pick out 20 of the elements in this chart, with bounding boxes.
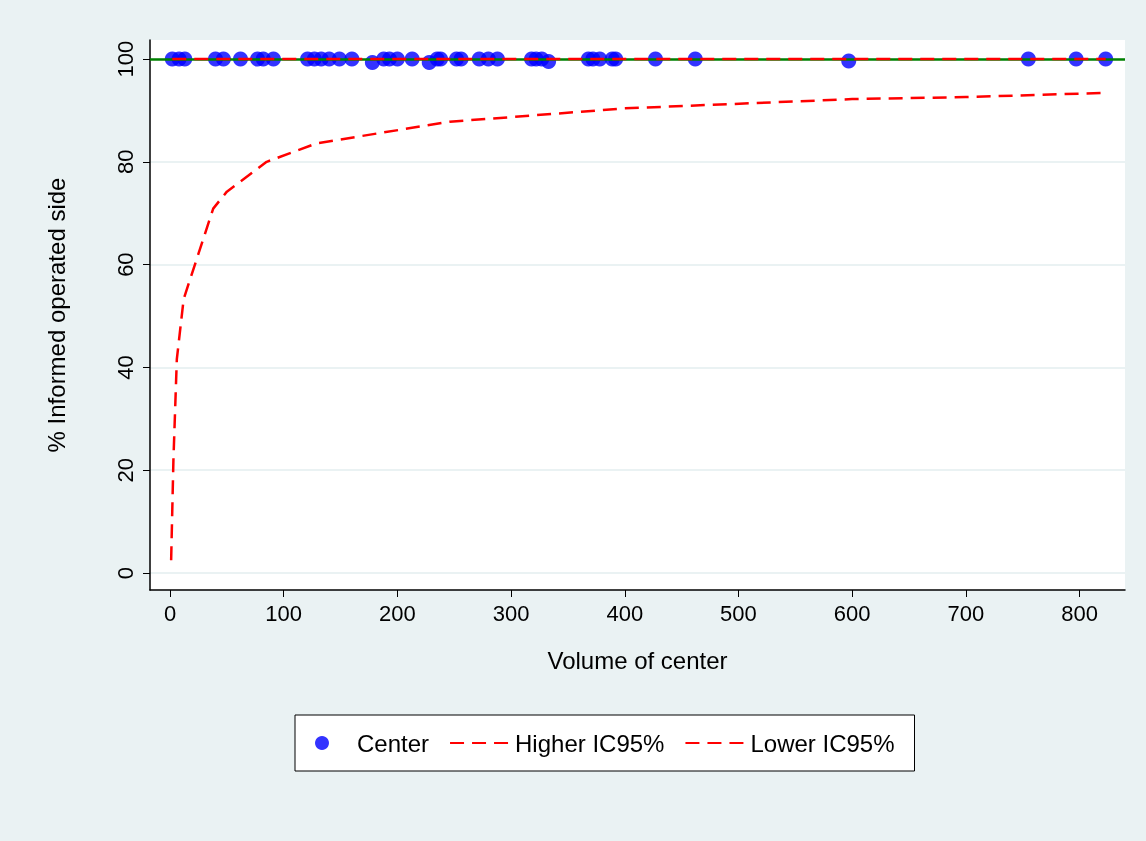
- x-tick-label: 200: [379, 600, 416, 626]
- y-tick-label: 0: [112, 566, 138, 580]
- x-tick-label: 500: [720, 600, 757, 626]
- legend-label: Higher IC95%: [515, 729, 665, 757]
- y-tick-label: 60: [112, 252, 138, 277]
- y-tick-label: 80: [112, 149, 138, 175]
- y-axis-title: % Informed operated side: [42, 177, 70, 453]
- x-axis-title: Volume of center: [547, 646, 728, 674]
- y-tick-label: 40: [112, 355, 138, 380]
- x-tick-label: 300: [492, 600, 530, 626]
- x-tick-label: 600: [833, 600, 871, 626]
- x-tick-label: 100: [265, 600, 303, 626]
- x-tick-label: 800: [1061, 600, 1098, 626]
- x-tick-label: 400: [606, 600, 644, 626]
- y-tick-label: 20: [112, 457, 138, 483]
- y-tick-label: 100: [112, 40, 138, 78]
- x-tick-label: 700: [947, 600, 985, 626]
- legend-label: Lower IC95%: [750, 729, 895, 757]
- x-tick-label: 0: [163, 600, 177, 626]
- legend-label: Center: [357, 729, 430, 757]
